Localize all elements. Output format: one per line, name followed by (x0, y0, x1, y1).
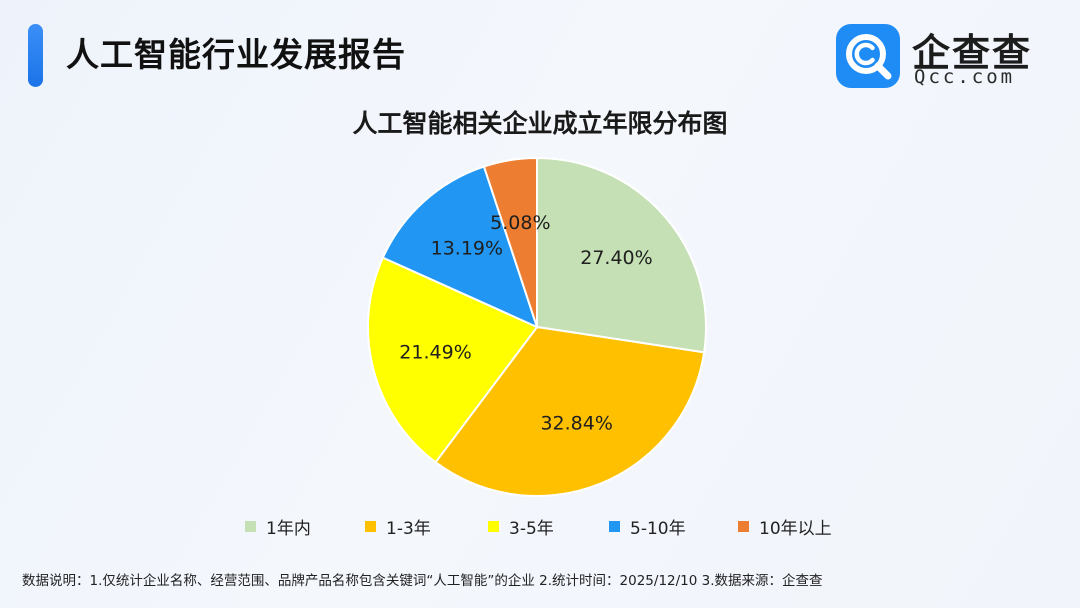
pie-slice (482, 156, 538, 328)
legend-item-1: 1年内 (245, 514, 311, 539)
pie-slice (536, 156, 707, 354)
legend-item-4: 5-10年 (609, 514, 686, 539)
page-title: 人工智能行业发展报告 (66, 35, 406, 74)
legend-label: 3-5年 (509, 519, 554, 539)
legend-item-3: 3-5年 (488, 514, 554, 539)
pie-slice-data-label: 21.49% (399, 342, 471, 364)
header-accent-bar (28, 24, 43, 87)
qcc-logo: 企查查 Qcc.com (836, 24, 1062, 88)
pie-slice-data-label: 13.19% (431, 238, 503, 260)
pie-slice-data-label: 27.40% (580, 247, 652, 269)
legend-swatch (488, 521, 499, 532)
footnote: 数据说明：1.仅统计企业名称、经营范围、品牌产品名称包含关键词“人工智能”的企业… (22, 573, 823, 589)
legend-label: 1年内 (266, 519, 311, 539)
legend-swatch (365, 521, 376, 532)
pie-slice-data-label: 5.08% (490, 212, 550, 234)
legend-item-5: 10年以上 (738, 514, 832, 539)
legend-swatch (245, 521, 256, 532)
legend-item-2: 1-3年 (365, 514, 431, 539)
legend-label: 5-10年 (630, 519, 686, 539)
logo-subtitle: Qcc.com (914, 66, 1016, 88)
pie-slice (434, 325, 706, 497)
pie-slice (381, 165, 539, 329)
magnifier-logo-icon (836, 24, 900, 88)
legend-swatch (609, 521, 620, 532)
logo-name: 企查查 (912, 31, 1033, 75)
chart-title: 人工智能相关企业成立年限分布图 (352, 109, 728, 138)
pie-slice-data-label: 32.84% (540, 412, 612, 434)
legend-label: 1-3年 (386, 519, 431, 539)
legend-swatch (738, 521, 749, 532)
legend-label: 10年以上 (759, 519, 832, 539)
chart-legend: 1年内 1-3年 3-5年 5-10年 10年以上 (0, 514, 1080, 539)
